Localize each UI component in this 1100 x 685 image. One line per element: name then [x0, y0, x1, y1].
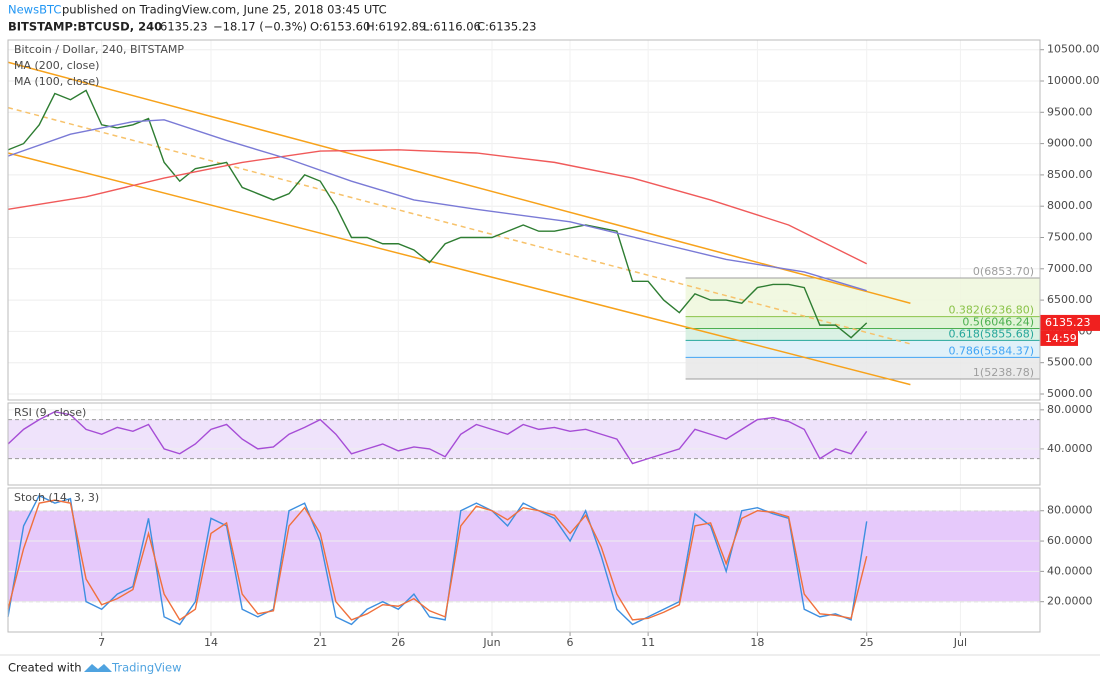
- rsi-pane: [7, 402, 1041, 486]
- x-tick-label: 26: [391, 636, 405, 649]
- y-tick-label: 10000.00: [1047, 74, 1100, 87]
- pane-title: Stoch (14, 3, 3): [14, 491, 99, 504]
- y-tick-label: 80.0000: [1047, 403, 1093, 416]
- series-line: [7, 119, 867, 292]
- stoch-pane: [7, 487, 1041, 633]
- series-line: [7, 411, 868, 465]
- y-tick-label: 80.0000: [1047, 504, 1093, 517]
- last-price-label: 6135.23: [1045, 316, 1091, 329]
- y-tick-label: 7000.00: [1047, 262, 1093, 275]
- countdown-box: [1040, 330, 1078, 346]
- x-tick-label: 21: [313, 636, 327, 649]
- y-tick-label: 20.0000: [1047, 595, 1093, 608]
- y-tick-label: 9000.00: [1047, 137, 1093, 150]
- pane-title: RSI (9, close): [14, 406, 86, 419]
- x-tick-label: Jul: [953, 636, 967, 649]
- countdown-label: 14:59: [1045, 332, 1077, 345]
- fib-label: 0.618(5855.68): [948, 327, 1034, 340]
- close: C:6135.23: [477, 20, 536, 34]
- fib-zone: [685, 340, 1040, 358]
- y-tick-label: 5000.00: [1047, 387, 1093, 400]
- y-tick-label: 7500.00: [1047, 230, 1093, 243]
- legend-entry: MA (200, close): [14, 59, 99, 72]
- y-tick-label: 10500.00: [1047, 43, 1100, 56]
- fib-zone: [685, 316, 1040, 329]
- x-tick-label: 25: [860, 636, 874, 649]
- publisher: NewsBTC: [8, 3, 61, 17]
- main-pane: [7, 39, 1041, 401]
- y-tick-label: 40.0000: [1047, 564, 1093, 577]
- trendline: [7, 61, 911, 304]
- band: [8, 510, 1040, 602]
- y-tick-label: 6500.00: [1047, 293, 1093, 306]
- high: H:6192.89: [366, 20, 426, 34]
- y-tick-label: 40.0000: [1047, 442, 1093, 455]
- y-tick-label: 8000.00: [1047, 199, 1093, 212]
- series-line: [7, 494, 868, 626]
- band: [8, 419, 1040, 459]
- fib-zone: [685, 328, 1040, 341]
- x-tick-label: 7: [98, 636, 105, 649]
- plot-area: 5000.005500.006000.006500.007000.007500.…: [7, 40, 1100, 649]
- last-price-box: [1040, 314, 1100, 331]
- y-tick-label: 8500.00: [1047, 168, 1093, 181]
- fib-label: 1(5238.78): [973, 366, 1034, 379]
- fib-label: 0.786(5584.37): [948, 344, 1034, 357]
- x-tick-label: Jun: [482, 636, 500, 649]
- quote: 6135.23: [160, 20, 208, 34]
- fib-zone: [685, 357, 1040, 380]
- published: published on TradingView.com, June 25, 2…: [62, 3, 387, 17]
- y-tick-label: 9500.00: [1047, 105, 1093, 118]
- footer-created: Created with: [8, 661, 82, 675]
- fib-label: 0.5(6046.24): [962, 315, 1034, 328]
- x-tick-label: 14: [204, 636, 218, 649]
- x-tick-label: 18: [750, 636, 764, 649]
- open: O:6153.60: [310, 20, 370, 34]
- footer-brand[interactable]: TradingView: [111, 661, 181, 675]
- fib-label: 0(6853.70): [973, 265, 1034, 278]
- y-tick-label: 60.0000: [1047, 534, 1093, 547]
- series-line: [7, 89, 868, 339]
- low: L:6116.06: [423, 20, 481, 34]
- series-line: [7, 499, 868, 621]
- trendline: [7, 152, 911, 386]
- pane-title: Bitcoin / Dollar, 240, BITSTAMP: [14, 43, 184, 56]
- fib-zone: [685, 277, 1040, 317]
- x-tick-label: 6: [567, 636, 574, 649]
- change: −18.17 (−0.3%): [213, 20, 307, 34]
- x-tick-label: 11: [641, 636, 655, 649]
- tradingview-logo: [84, 664, 112, 672]
- legend-entry: MA (100, close): [14, 75, 99, 88]
- y-tick-label: 5500.00: [1047, 356, 1093, 369]
- series-line: [7, 149, 868, 265]
- fib-label: 0.382(6236.80): [948, 304, 1034, 317]
- symbol: BITSTAMP:BTCUSD, 240: [8, 20, 162, 34]
